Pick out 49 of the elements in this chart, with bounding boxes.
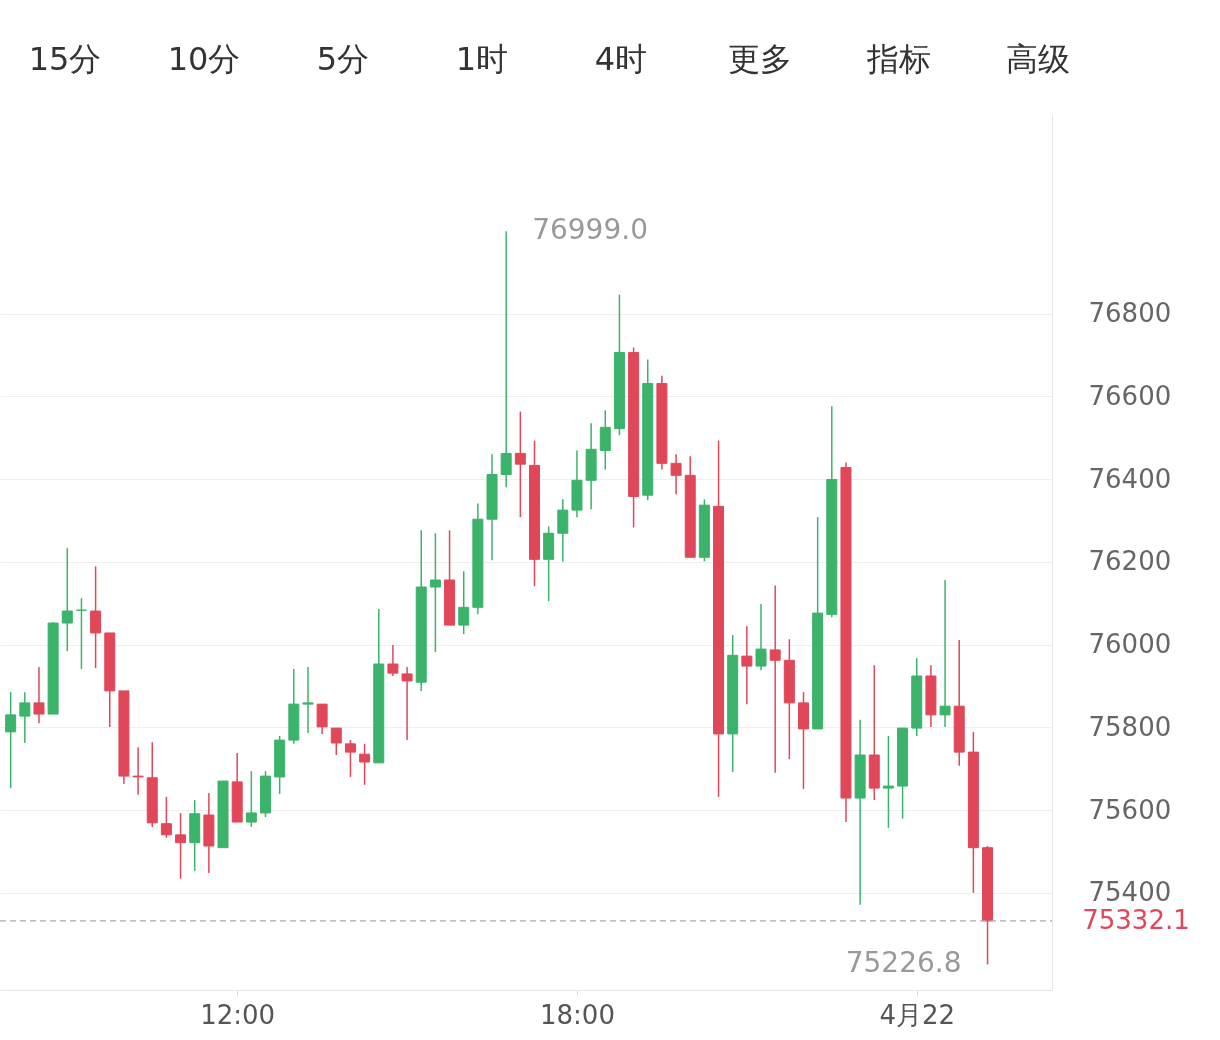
candlestick — [599, 409, 611, 471]
text: 5分 — [316, 40, 370, 78]
text: 指标 — [866, 40, 931, 78]
candlestick — [741, 625, 753, 705]
text: 1时 — [455, 40, 509, 78]
candlestick — [500, 230, 512, 489]
y-tick-label: 76200 — [1088, 546, 1172, 577]
candlestick — [429, 532, 441, 653]
x-tick-label: 4月22 — [879, 999, 956, 1030]
text: 10分 — [167, 40, 241, 78]
y-tick-label: 75600 — [1088, 794, 1172, 825]
candlestick — [670, 453, 682, 496]
candlestick — [75, 597, 87, 670]
candlestick — [33, 666, 45, 724]
candlestick — [344, 739, 356, 778]
candlestick — [882, 735, 894, 829]
candlestick — [458, 570, 470, 635]
text: 15分 — [28, 40, 102, 78]
x-tick-label: 12:00 — [200, 999, 276, 1030]
candlestick — [5, 691, 17, 789]
candlestick — [61, 547, 73, 652]
candlestick — [755, 603, 767, 671]
candlestick — [330, 727, 342, 756]
candlestick — [175, 812, 187, 880]
y-tick-label: 76600 — [1088, 380, 1172, 411]
candlestick — [939, 579, 951, 728]
text: 更多 — [728, 40, 792, 78]
y-tick-label: 76000 — [1088, 629, 1172, 660]
annotation: 75226.8 — [845, 946, 962, 980]
candlestick — [359, 743, 371, 786]
text: 4时 — [594, 40, 648, 78]
x-tick-label: 18:00 — [540, 999, 615, 1030]
annotation: 76999.0 — [532, 213, 648, 247]
text: 高级 — [1006, 40, 1070, 78]
candlestick — [514, 410, 526, 518]
candlestick — [401, 666, 413, 741]
candlestick — [769, 584, 781, 774]
candlestick — [387, 644, 399, 677]
candlestick — [160, 796, 172, 839]
candlestick — [19, 691, 31, 744]
candlestick — [132, 746, 144, 796]
y-tick-label: 76400 — [1088, 463, 1172, 494]
candlestick — [557, 498, 569, 563]
y-tick-label: 75800 — [1088, 711, 1172, 742]
candlestick — [90, 565, 102, 669]
candlestick — [245, 770, 257, 828]
candlestick — [302, 666, 314, 734]
candlestick — [316, 703, 328, 735]
y-tick-label: 76800 — [1088, 298, 1172, 329]
